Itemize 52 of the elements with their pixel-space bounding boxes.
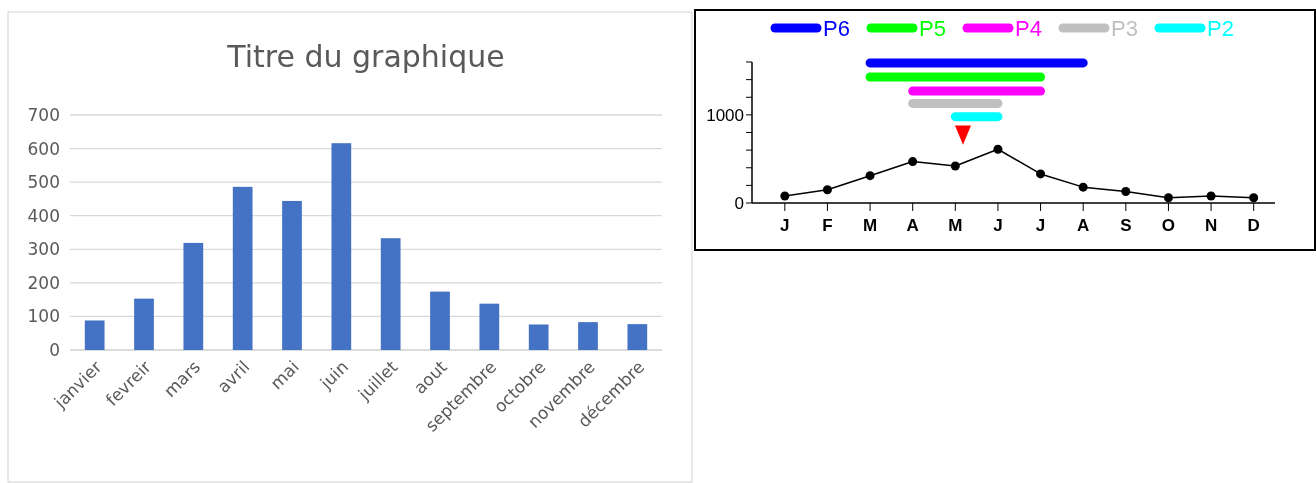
x-tick-label: O bbox=[1161, 216, 1176, 235]
x-tick-label: J bbox=[993, 216, 1003, 235]
y-tick-label: 500 bbox=[27, 172, 60, 193]
point bbox=[822, 185, 832, 195]
y-tick-label: 100 bbox=[27, 306, 60, 327]
bar bbox=[134, 298, 154, 350]
legend-label: P3 bbox=[1111, 15, 1138, 41]
point bbox=[993, 144, 1003, 154]
y-tick-label: 200 bbox=[27, 272, 60, 293]
chart-title: Titre du graphique bbox=[226, 39, 505, 74]
y-tick-label: 400 bbox=[27, 205, 60, 226]
bar bbox=[183, 242, 204, 350]
point bbox=[1121, 187, 1131, 197]
y-tick-label: 600 bbox=[27, 138, 60, 159]
x-tick-label: M bbox=[948, 216, 963, 235]
y-tick-label: 300 bbox=[27, 239, 60, 260]
y-tick-label: 700 bbox=[27, 104, 60, 125]
legend-label: P5 bbox=[919, 15, 946, 41]
point bbox=[950, 161, 960, 171]
legend-label: P4 bbox=[1015, 15, 1042, 41]
x-tick-label: N bbox=[1204, 216, 1218, 235]
legend-label: P2 bbox=[1207, 15, 1234, 41]
bar bbox=[430, 291, 450, 350]
point bbox=[1249, 193, 1259, 203]
x-tick-label: S bbox=[1120, 216, 1132, 235]
point bbox=[1206, 191, 1216, 201]
bar bbox=[479, 303, 500, 350]
legend-label: P6 bbox=[823, 15, 850, 41]
bar bbox=[232, 186, 253, 350]
bar bbox=[528, 324, 549, 350]
bar bbox=[282, 200, 302, 350]
bar bbox=[331, 143, 352, 350]
point bbox=[1036, 169, 1046, 179]
x-tick-label: A bbox=[906, 216, 919, 235]
x-tick-label: F bbox=[822, 216, 833, 235]
x-tick-label: A bbox=[1077, 216, 1090, 235]
x-tick-label: M bbox=[862, 216, 878, 235]
y-tick-label: 1000 bbox=[706, 105, 744, 125]
bar bbox=[380, 238, 401, 350]
x-tick-label: D bbox=[1247, 216, 1260, 235]
bar bbox=[84, 320, 105, 350]
y-tick-label: 0 bbox=[49, 339, 60, 360]
point bbox=[865, 171, 875, 181]
bar bbox=[627, 324, 648, 350]
point bbox=[780, 191, 790, 201]
point bbox=[1078, 182, 1088, 192]
x-tick-label: J bbox=[780, 216, 790, 235]
y-tick-label: 0 bbox=[734, 193, 744, 213]
point bbox=[1163, 193, 1173, 203]
bar bbox=[578, 322, 598, 350]
point bbox=[908, 157, 918, 167]
x-tick-label: J bbox=[1035, 216, 1046, 235]
